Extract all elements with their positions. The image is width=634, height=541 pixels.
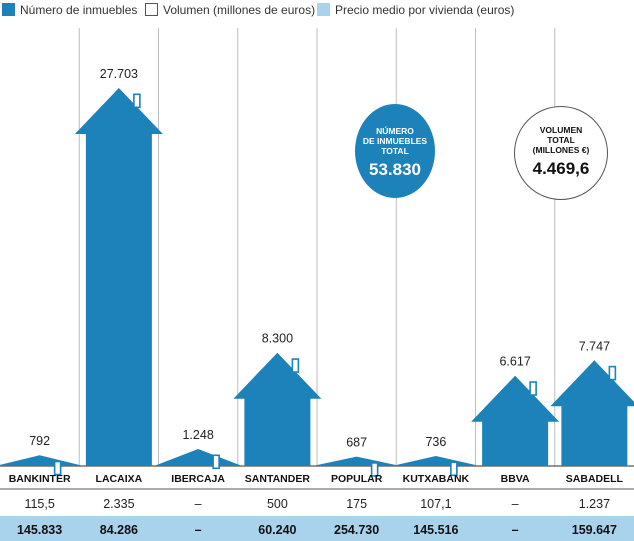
price-label-kutxabank: 145.516 xyxy=(413,523,458,537)
value-label-bbva: 6.617 xyxy=(499,355,530,369)
bank-name-ibercaja: IBERCAJA xyxy=(171,473,225,485)
price-label-bankinter: 145.833 xyxy=(17,523,62,537)
price-label-ibercaja: – xyxy=(195,523,202,537)
bank-name-bankinter: BANKINTER xyxy=(9,473,71,485)
legend: Número de inmuebles Volumen (millones de… xyxy=(0,0,634,20)
bank-name-popular: POPULAR xyxy=(331,473,383,485)
house-chimney xyxy=(133,93,141,109)
price-label-popular: 254.730 xyxy=(334,523,379,537)
house-chimney xyxy=(53,460,62,476)
volume-label-kutxabank: 107,1 xyxy=(420,497,451,511)
value-label-sabadell: 7.747 xyxy=(579,339,610,353)
bank-name-bbva: BBVA xyxy=(501,473,530,485)
legend-label-volume: Volumen (millones de euros) xyxy=(163,3,316,17)
house-chimney xyxy=(450,461,458,477)
price-label-sabadell: 159.647 xyxy=(572,523,617,537)
bank-name-santander: SANTANDER xyxy=(245,473,311,485)
volume-label-bbva: – xyxy=(512,497,519,511)
value-label-ibercaja: 1.248 xyxy=(182,428,213,442)
bank-name-sabadell: SABADELL xyxy=(566,473,624,485)
house-bar-bankinter xyxy=(0,455,84,466)
house-bar-popular xyxy=(312,456,401,466)
price-band xyxy=(0,516,634,541)
legend-label-price: Precio medio por vivienda (euros) xyxy=(335,3,515,17)
callout-volume-value: 4.469,6 xyxy=(532,159,590,178)
bank-name-lacaixa: LACAIXA xyxy=(96,473,143,485)
volume-label-santander: 500 xyxy=(267,497,288,511)
house-chimney xyxy=(212,454,220,470)
house-bar-sabadell xyxy=(550,360,634,466)
volume-label-lacaixa: 2.335 xyxy=(103,497,134,511)
house-bar-santander xyxy=(233,352,322,466)
legend-swatch-price xyxy=(317,3,330,16)
price-label-bbva: – xyxy=(512,523,519,537)
price-label-lacaixa: 84.286 xyxy=(100,523,138,537)
bank-name-kutxabank: KUTXABANK xyxy=(403,473,470,485)
value-label-lacaixa: 27.703 xyxy=(100,67,138,81)
volume-label-sabadell: 1.237 xyxy=(579,497,610,511)
value-label-bankinter: 792 xyxy=(29,434,50,448)
house-chimney xyxy=(291,358,300,373)
value-label-santander: 8.300 xyxy=(262,332,293,346)
callout-total-volume: VOLUMEN TOTAL (MILLONES €) 4.469,6 xyxy=(514,106,608,200)
price-label-santander: 60.240 xyxy=(258,523,296,537)
value-label-popular: 687 xyxy=(346,436,367,450)
legend-label-count: Número de inmuebles xyxy=(20,3,138,17)
volume-label-ibercaja: – xyxy=(195,497,202,511)
legend-swatch-count xyxy=(2,3,15,16)
house-chimney xyxy=(608,365,617,381)
callout-total-count: NÚMERO DE INMUEBLES TOTAL 53.830 xyxy=(355,104,435,198)
value-label-kutxabank: 736 xyxy=(425,435,446,449)
house-chimney xyxy=(370,462,379,477)
house-bar-ibercaja xyxy=(154,448,243,466)
volume-label-bankinter: 115,5 xyxy=(24,497,54,511)
callout-count-value: 53.830 xyxy=(369,160,421,179)
callout-volume-title: VOLUMEN TOTAL (MILLONES €) xyxy=(532,125,590,155)
volume-label-popular: 175 xyxy=(346,497,367,511)
legend-swatch-volume xyxy=(145,3,158,16)
house-bar-kutxabank xyxy=(391,455,480,466)
house-bar-bbva xyxy=(471,375,560,466)
callout-count-title: NÚMERO DE INMUEBLES TOTAL xyxy=(362,126,428,156)
house-chimney xyxy=(529,381,537,396)
house-bar-lacaixa xyxy=(74,88,163,466)
